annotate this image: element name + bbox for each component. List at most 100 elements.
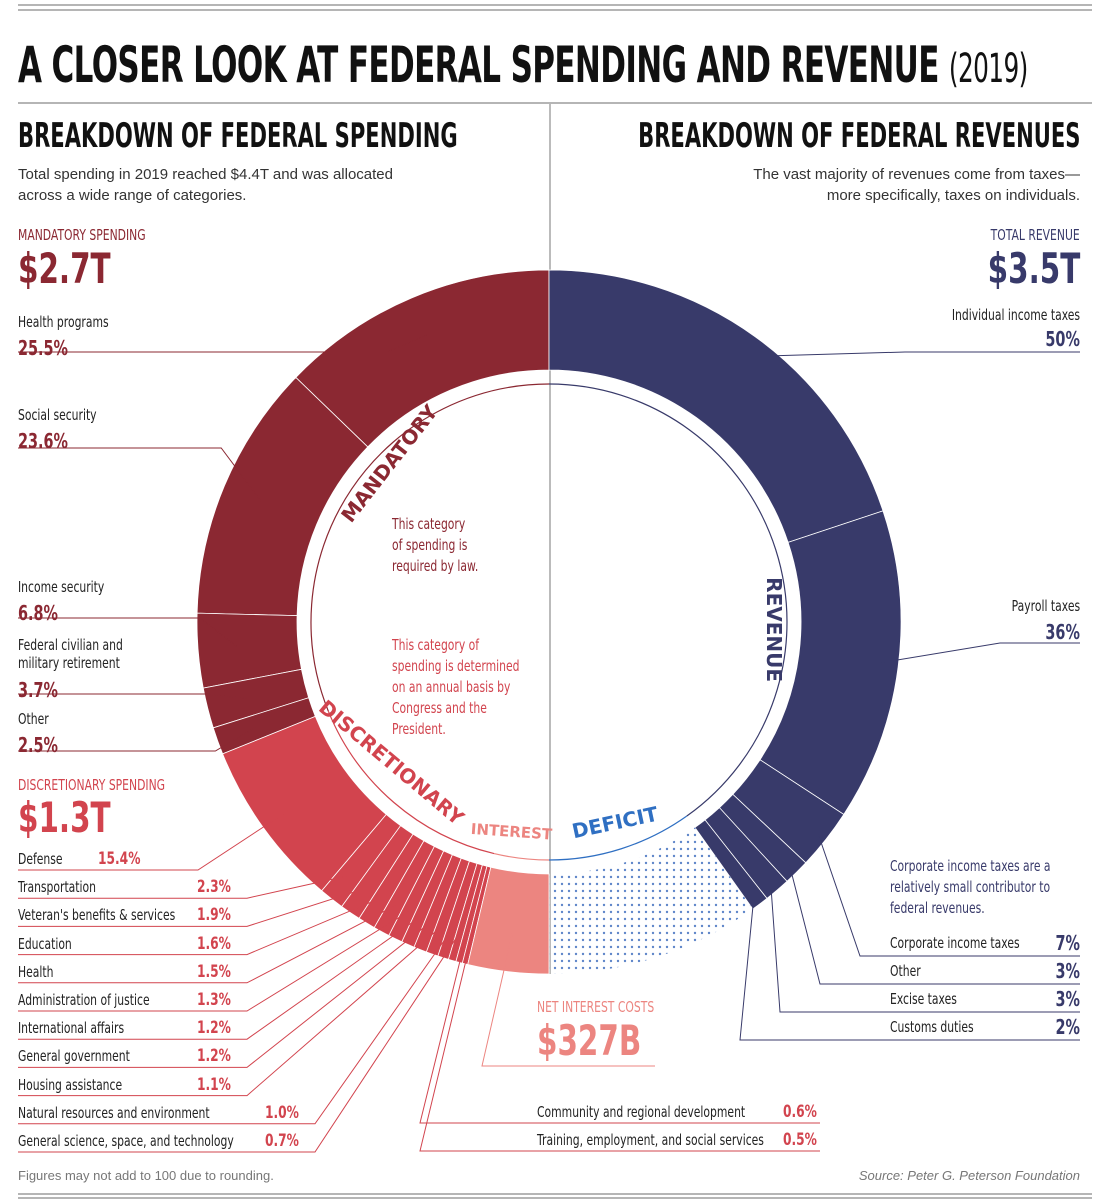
spending-wedge bbox=[401, 850, 453, 948]
spending-item-value: 1.2% bbox=[197, 1046, 231, 1067]
revenue-item-value: 2% bbox=[1055, 1015, 1080, 1039]
interest-total: $327B bbox=[537, 1016, 642, 1065]
mandatory-note-line: This category bbox=[392, 515, 466, 533]
spending-subtitle: Total spending in 2019 reached $4.4T and… bbox=[18, 164, 393, 206]
spending-item-label: military retirement bbox=[18, 654, 120, 672]
spending-item-label: Community and regional development bbox=[537, 1103, 746, 1121]
leader-line bbox=[18, 334, 428, 353]
spending-wedge bbox=[341, 825, 414, 919]
corporate-note-line: Corporate income taxes are a bbox=[890, 857, 1051, 875]
leader-line bbox=[740, 351, 1080, 358]
corporate-note-line: relatively small contributor to bbox=[890, 878, 1051, 896]
leader-line bbox=[18, 810, 289, 871]
spending-item-value: 1.1% bbox=[197, 1074, 231, 1095]
page-title: A CLOSER LOOK AT FEDERAL SPENDING AND RE… bbox=[18, 36, 1028, 94]
spending-item-label: Housing assistance bbox=[18, 1075, 123, 1094]
spending-item-label: Health bbox=[18, 962, 54, 981]
revenue-item-value: 7% bbox=[1055, 931, 1080, 955]
mandatory-label: MANDATORY SPENDING bbox=[18, 226, 146, 244]
spending-item-value: 0.5% bbox=[783, 1130, 817, 1150]
revenue-item-label: Excise taxes bbox=[890, 990, 957, 1008]
leader-line bbox=[770, 882, 1080, 1013]
spending-item-value: 6.8% bbox=[18, 601, 58, 625]
spending-item-value: 1.6% bbox=[197, 933, 231, 954]
top-rule bbox=[18, 4, 1092, 6]
footer-rule bbox=[18, 1193, 1092, 1195]
revenue-item-label: Corporate income taxes bbox=[890, 934, 1020, 952]
spending-item-value: 1.0% bbox=[265, 1102, 299, 1123]
deficit-guide-arc bbox=[548, 815, 688, 861]
leader-line bbox=[873, 642, 1080, 665]
revenue-ring-label: REVENUE bbox=[762, 577, 786, 682]
footer-note: Figures may not add to 100 due to roundi… bbox=[18, 1168, 274, 1183]
spending-wedge bbox=[358, 833, 425, 929]
interest-ring-label: INTEREST bbox=[470, 820, 553, 844]
spending-item-label: International affairs bbox=[18, 1019, 125, 1038]
leader-line bbox=[18, 911, 409, 1012]
leader-line bbox=[18, 921, 432, 1068]
mandatory-note-line: required by law. bbox=[392, 557, 479, 575]
revenue-heading: BREAKDOWN OF FEDERAL REVENUES bbox=[637, 116, 1080, 156]
revenue-wedge bbox=[548, 269, 884, 543]
leader-line bbox=[18, 693, 247, 699]
leader-line bbox=[18, 896, 383, 956]
mandatory-guide-arc bbox=[310, 383, 550, 712]
spending-item-value: 2.5% bbox=[18, 733, 58, 757]
discretionary-note-line: spending is determined bbox=[392, 657, 520, 675]
leader-line bbox=[18, 447, 262, 502]
spending-item-value: 23.6% bbox=[18, 429, 68, 453]
spending-item-label: Veteran's benefits & services bbox=[18, 906, 176, 925]
spending-item-label: Education bbox=[18, 934, 72, 953]
spending-item-value: 1.2% bbox=[197, 1018, 231, 1039]
revenue-item-label: Other bbox=[890, 962, 921, 980]
corporate-note: Corporate income taxes are a relatively … bbox=[890, 856, 1051, 919]
revenue-item-label: Individual income taxes bbox=[951, 306, 1080, 324]
revenue-subtitle: The vast majority of revenues come from … bbox=[753, 164, 1080, 206]
spending-subtitle-line1: Total spending in 2019 reached $4.4T and… bbox=[18, 166, 393, 183]
deficit-wedge bbox=[549, 827, 753, 974]
interest-label: NET INTEREST COSTS bbox=[537, 998, 655, 1016]
leader-line bbox=[18, 931, 461, 1153]
discretionary-note: This category of spending is determined … bbox=[392, 635, 520, 740]
spending-item-label: Natural resources and environment bbox=[18, 1103, 210, 1122]
spending-item-label: Federal civilian and bbox=[18, 636, 123, 654]
center-divider bbox=[549, 104, 551, 974]
leader-line bbox=[817, 833, 1080, 957]
spending-item-value: 3.7% bbox=[18, 678, 58, 702]
spending-wedge bbox=[212, 697, 316, 755]
revenue-subtitle-line2: more specifically, taxes on individuals. bbox=[826, 187, 1080, 204]
spending-item-value: 0.7% bbox=[265, 1131, 299, 1151]
revenue-guide-arc bbox=[548, 383, 788, 817]
revenue-item-label: Payroll taxes bbox=[1011, 597, 1080, 615]
leader-line bbox=[18, 904, 397, 984]
spending-item-label: Other bbox=[18, 710, 49, 728]
discretionary-note-line: This category of bbox=[392, 636, 480, 654]
leader-line bbox=[18, 726, 256, 752]
spending-wedge bbox=[467, 866, 550, 975]
mandatory-note: This category of spending is required by… bbox=[392, 514, 478, 577]
discretionary-label: DISCRETIONARY SPENDING bbox=[18, 776, 166, 794]
discretionary-total: $1.3T bbox=[18, 793, 111, 842]
revenue-item-label: Customs duties bbox=[890, 1018, 974, 1036]
total-revenue-label: TOTAL REVENUE bbox=[990, 226, 1080, 244]
spending-item-label: Training, employment, and social service… bbox=[537, 1131, 764, 1149]
spending-item-value: 2.3% bbox=[197, 877, 231, 898]
leader-line bbox=[18, 887, 368, 927]
revenue-item-value: 50% bbox=[1045, 327, 1080, 351]
spending-wedge bbox=[196, 376, 369, 617]
spending-item-value: 1.5% bbox=[197, 961, 231, 982]
spending-wedge bbox=[373, 840, 435, 937]
discretionary-note-line: on an annual basis by bbox=[392, 678, 511, 696]
top-rule-2 bbox=[18, 9, 1092, 11]
leader-line bbox=[739, 895, 1080, 1041]
footer-source: Source: Peter G. Peterson Foundation bbox=[858, 1168, 1080, 1183]
spending-item-label: Defense bbox=[18, 850, 63, 868]
spending-item-label: Social security bbox=[18, 406, 97, 424]
spending-wedge bbox=[321, 813, 402, 908]
spending-item-value: 15.4% bbox=[98, 849, 141, 869]
spending-item-label: Income security bbox=[18, 578, 105, 596]
revenue-item-value: 3% bbox=[1055, 959, 1080, 983]
leader-line bbox=[18, 925, 443, 1097]
mandatory-note-line: of spending is bbox=[392, 536, 468, 554]
